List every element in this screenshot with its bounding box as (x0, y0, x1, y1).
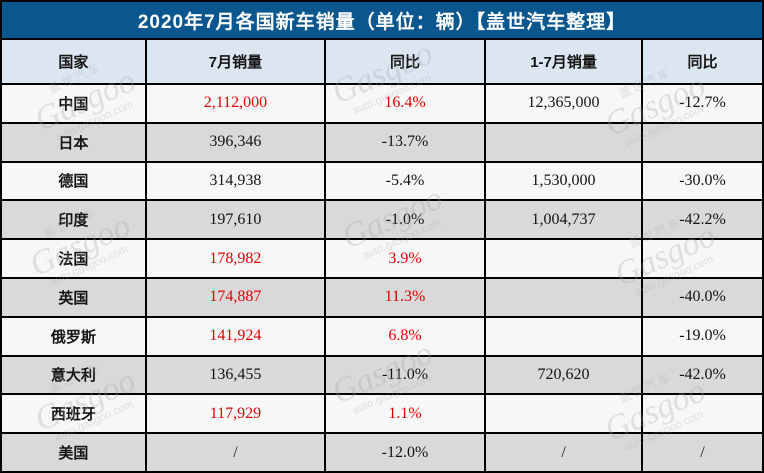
value-cell: -40.0% (643, 278, 762, 316)
value-cell: 396,346 (146, 123, 324, 161)
value-cell (643, 395, 762, 433)
value-cell: 1.1% (325, 395, 485, 433)
value-cell: 174,887 (146, 278, 324, 316)
value-cell: / (146, 434, 324, 471)
value-cell (486, 317, 642, 355)
table-title: 2020年7月各国新车销量（单位：辆）【盖世汽车整理】 (2, 2, 762, 38)
value-cell: -1.0% (325, 201, 485, 239)
header-jan-jul-sales: 1-7月销量 (486, 40, 642, 83)
value-cell: 141,924 (146, 317, 324, 355)
value-cell (486, 123, 642, 161)
value-cell: -5.4% (325, 162, 485, 200)
country-cell: 意大利 (2, 356, 145, 394)
header-yoy-cumulative: 同比 (643, 40, 762, 83)
value-cell: 117,929 (146, 395, 324, 433)
value-cell: 12,365,000 (486, 85, 642, 122)
value-cell (643, 123, 762, 161)
country-cell: 日本 (2, 123, 145, 161)
country-cell: 俄罗斯 (2, 317, 145, 355)
value-cell: -12.7% (643, 85, 762, 122)
header-yoy: 同比 (325, 40, 485, 83)
country-cell: 美国 (2, 434, 145, 471)
value-cell: 1,530,000 (486, 162, 642, 200)
country-cell: 中国 (2, 85, 145, 122)
value-cell: 2,112,000 (146, 85, 324, 122)
value-cell (643, 240, 762, 277)
country-cell: 法国 (2, 240, 145, 277)
value-cell: -42.0% (643, 356, 762, 394)
value-cell: 16.4% (325, 85, 485, 122)
header-july-sales: 7月销量 (146, 40, 324, 83)
value-cell: -30.0% (643, 162, 762, 200)
value-cell: -19.0% (643, 317, 762, 355)
value-cell: / (643, 434, 762, 471)
value-cell: 11.3% (325, 278, 485, 316)
value-cell: 720,620 (486, 356, 642, 394)
country-cell: 英国 (2, 278, 145, 316)
value-cell: / (486, 434, 642, 471)
value-cell: -11.0% (325, 356, 485, 394)
country-cell: 印度 (2, 201, 145, 239)
value-cell: 3.9% (325, 240, 485, 277)
country-cell: 德国 (2, 162, 145, 200)
country-cell: 西班牙 (2, 395, 145, 433)
value-cell: 6.8% (325, 317, 485, 355)
sales-table: 国家 7月销量 同比 1-7月销量 同比 中国 2,112,000 16.4% 12,… (2, 38, 762, 471)
value-cell: -42.2% (643, 201, 762, 239)
header-country: 国家 (2, 40, 145, 83)
value-cell: -12.0% (325, 434, 485, 471)
value-cell (486, 240, 642, 277)
value-cell: -13.7% (325, 123, 485, 161)
value-cell: 178,982 (146, 240, 324, 277)
value-cell: 1,004,737 (486, 201, 642, 239)
value-cell: 314,938 (146, 162, 324, 200)
value-cell (486, 278, 642, 316)
value-cell: 197,610 (146, 201, 324, 239)
value-cell: 136,455 (146, 356, 324, 394)
value-cell (486, 395, 642, 433)
